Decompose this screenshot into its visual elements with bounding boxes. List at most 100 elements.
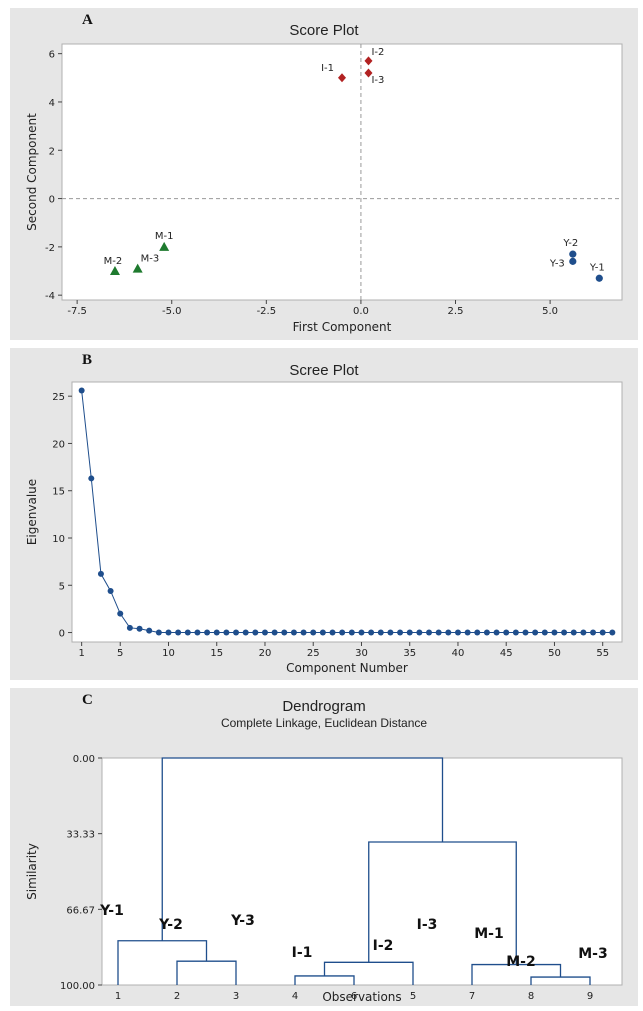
- x-tick-label: 25: [307, 648, 320, 659]
- data-point: [364, 68, 373, 78]
- x-axis-label: Component Number: [286, 661, 408, 675]
- plot-area: [71, 381, 623, 643]
- y-axis-label: Similarity: [25, 843, 39, 900]
- y-axis-label: Eigenvalue: [25, 479, 39, 545]
- leaf-name-label: Y-3: [230, 913, 255, 929]
- x-tick-label: 8: [528, 991, 534, 1002]
- data-point: [406, 629, 413, 636]
- y-axis-label: Second Component: [25, 113, 39, 231]
- data-point: [541, 629, 548, 636]
- y-tick-label: 0.00: [73, 754, 95, 765]
- point-label: Y-1: [589, 262, 605, 273]
- plot-area: [101, 757, 623, 986]
- data-point: [358, 629, 365, 636]
- data-point: [454, 629, 461, 636]
- y-tick-label: -4: [45, 291, 55, 302]
- data-point: [339, 629, 346, 636]
- x-axis-label: Observations: [322, 990, 401, 1004]
- x-tick-label: 55: [596, 648, 609, 659]
- data-point: [88, 475, 95, 482]
- panel-label-b: B: [82, 352, 93, 368]
- data-point: [599, 629, 606, 636]
- data-point: [512, 629, 519, 636]
- point-label: Y-3: [549, 258, 565, 269]
- data-point: [551, 629, 558, 636]
- x-tick-label: 6: [351, 991, 357, 1002]
- data-point: [252, 629, 259, 636]
- panel-label-c: C: [82, 692, 93, 708]
- y-tick-label: 25: [52, 392, 65, 403]
- x-tick-label: 5.0: [542, 306, 558, 317]
- data-point: [397, 629, 404, 636]
- scree-plot-title: Scree Plot: [289, 362, 359, 379]
- point-label: I-1: [321, 63, 334, 74]
- dendrogram-link: [176, 960, 237, 985]
- data-point: [159, 241, 170, 251]
- x-tick-label: 40: [452, 648, 465, 659]
- x-tick-label: 2: [174, 991, 180, 1002]
- x-tick-label: 35: [403, 648, 416, 659]
- point-label: M-1: [155, 231, 174, 242]
- data-point: [261, 629, 268, 636]
- data-point: [194, 629, 201, 636]
- data-point: [223, 629, 230, 636]
- point-label: M-3: [141, 254, 160, 265]
- point-label: M-2: [104, 256, 123, 267]
- x-tick-label: 15: [210, 648, 223, 659]
- data-point: [609, 629, 616, 636]
- x-tick-label: -5.0: [162, 306, 182, 317]
- data-point: [493, 629, 500, 636]
- x-tick-label: -7.5: [67, 306, 87, 317]
- x-tick-label: 4: [292, 991, 298, 1002]
- data-point: [155, 629, 162, 636]
- scree-plot-chart: 1 5 10 15 20 25 30 35 40 45 50 550510152025Componen…: [25, 381, 623, 675]
- data-point: [474, 629, 481, 636]
- y-tick-label: 6: [49, 50, 55, 61]
- data-point: [368, 629, 375, 636]
- score-plot-panel: A Score Plot -7.5 -5.0 -2.5 0.0 2.5 5.0 -4 -2 0 2…: [10, 8, 638, 340]
- data-point: [204, 629, 211, 636]
- data-point: [338, 73, 346, 83]
- data-point: [319, 629, 326, 636]
- data-point: [377, 629, 384, 636]
- data-point: [532, 629, 539, 636]
- point-label: I-3: [371, 75, 384, 86]
- x-tick-label: 3: [233, 991, 239, 1002]
- data-point: [416, 629, 423, 636]
- x-tick-label: 5: [410, 991, 416, 1002]
- score-plot-chart: -7.5 -5.0 -2.5 0.0 2.5 5.0 -4 -2 0 2 4 6 First Compo…: [25, 43, 623, 334]
- point-label: I-2: [371, 47, 384, 58]
- data-point: [445, 629, 452, 636]
- data-point: [78, 387, 85, 394]
- y-tick-label: 20: [52, 439, 65, 450]
- x-tick-label: 9: [587, 991, 593, 1002]
- data-point: [290, 629, 297, 636]
- data-point: [126, 624, 133, 631]
- x-axis-label: First Component: [293, 320, 392, 334]
- data-point: [136, 625, 143, 632]
- leaf-name-label: I-1: [292, 945, 313, 961]
- data-point: [165, 629, 172, 636]
- data-point: [426, 629, 433, 636]
- data-point: [364, 56, 373, 66]
- data-point: [117, 610, 124, 617]
- x-tick-label: 20: [259, 648, 272, 659]
- y-tick-label: 66.67: [66, 905, 95, 916]
- data-point: [97, 570, 104, 577]
- data-point: [348, 629, 355, 636]
- y-tick-label: 33.33: [66, 830, 95, 841]
- dendrogram-subtitle: Complete Linkage, Euclidean Distance: [220, 716, 428, 730]
- data-point: [109, 266, 120, 276]
- data-point: [503, 629, 510, 636]
- y-tick-label: 15: [52, 487, 65, 498]
- data-point: [464, 629, 471, 636]
- data-point: [213, 629, 220, 636]
- y-tick-label: 10: [52, 534, 65, 545]
- data-point: [233, 629, 240, 636]
- data-point: [561, 629, 568, 636]
- data-point: [132, 263, 143, 273]
- dendrogram-title: Dendrogram: [282, 698, 366, 715]
- scree-plot-panel: B Scree Plot 1 5 10 15 20 25 30 35 40 45 50 55 0 5 10 1…: [10, 348, 638, 680]
- data-point: [146, 627, 153, 634]
